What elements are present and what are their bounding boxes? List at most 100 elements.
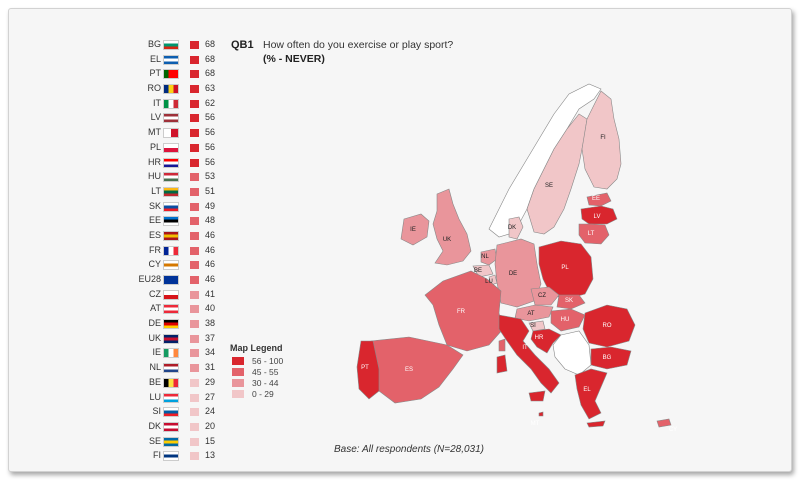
country-code: PT — [149, 68, 161, 79]
country-uk — [432, 188, 472, 266]
flag-icon-it — [163, 98, 179, 109]
value-swatch — [190, 129, 199, 138]
map-legend: Map Legend 56 - 100 45 - 55 30 - 44 0 - 29 — [230, 343, 330, 400]
country-value-list: BG 68 EL 68 PT 68 RO 63 IT 62 LV 56 MT 56 PL 56 HR 56 HU 53… — [135, 38, 229, 464]
value-swatch — [190, 41, 199, 49]
legend-item: 0 - 29 — [230, 389, 330, 400]
country-code: EU28 — [138, 274, 161, 284]
country-code: LU — [149, 391, 161, 402]
country-row-de: DE 38 — [135, 317, 229, 332]
country-code: DE — [148, 318, 161, 329]
country-value: 62 — [205, 97, 216, 108]
country-el — [574, 368, 608, 420]
country-si — [528, 320, 546, 332]
country-value: 29 — [205, 376, 216, 387]
country-value: 24 — [205, 406, 216, 417]
map-label-be: BE — [474, 268, 482, 274]
country-code: PL — [149, 141, 161, 152]
map-label-es: ES — [405, 367, 413, 373]
country-ie — [400, 213, 430, 246]
country-lv — [580, 205, 618, 225]
country-ro — [582, 304, 636, 348]
country-code: EE — [148, 215, 161, 226]
country-row-nl: NL 31 — [135, 361, 229, 376]
country-pt — [356, 340, 380, 400]
country-code: LT — [151, 185, 161, 196]
country-dk — [508, 216, 524, 240]
flag-icon-sk — [163, 201, 179, 212]
value-swatch — [190, 276, 199, 284]
country-cz — [530, 286, 560, 306]
country-value: 56 — [205, 141, 216, 152]
country-row-fr: FR 46 — [135, 244, 229, 259]
country-code: EL — [149, 53, 161, 64]
country-mt — [538, 411, 544, 417]
sardinia-shape — [496, 354, 508, 374]
country-value: 13 — [205, 450, 216, 461]
flag-icon-fi — [163, 451, 179, 462]
value-swatch — [190, 114, 199, 123]
map-label-ee: EE — [592, 196, 600, 202]
legend-item: 56 - 100 — [230, 356, 330, 367]
country-value: 15 — [205, 435, 216, 446]
country-row-pl: PL 56 — [135, 141, 229, 156]
flag-icon-pt — [163, 69, 179, 80]
legend-item: 30 - 44 — [230, 378, 330, 389]
country-row-sk: SK 49 — [135, 200, 229, 215]
country-code: IT — [153, 97, 161, 108]
value-swatch — [190, 261, 199, 270]
flag-icon-el — [163, 54, 179, 65]
country-value: 37 — [205, 332, 216, 343]
map-label-ro: RO — [603, 323, 612, 329]
country-row-cy: CY 46 — [135, 258, 229, 273]
country-es — [370, 336, 464, 404]
country-value: 31 — [205, 362, 216, 373]
map-label-at: AT — [527, 311, 535, 317]
country-row-ro: RO 63 — [135, 82, 229, 97]
country-pl — [538, 240, 594, 300]
flag-icon-de — [163, 319, 179, 330]
country-row-fi: FI 13 — [135, 449, 229, 464]
country-code: CY — [148, 259, 161, 270]
country-value: 53 — [205, 171, 216, 182]
value-swatch — [190, 231, 199, 240]
map-label-si: SI — [530, 323, 536, 329]
legend-item: 45 - 55 — [230, 367, 330, 378]
country-code: CZ — [149, 288, 161, 299]
country-row-it: IT 62 — [135, 97, 229, 112]
flag-icon-nl — [163, 363, 179, 374]
country-value: 68 — [205, 68, 216, 79]
value-swatch — [190, 408, 199, 417]
value-swatch — [190, 334, 199, 343]
country-row-mt: MT 56 — [135, 126, 229, 141]
map-label-lt: LT — [588, 231, 595, 237]
legend-label: 45 - 55 — [252, 367, 279, 377]
flag-icon-cz — [163, 289, 179, 300]
country-code: BG — [147, 39, 161, 49]
map-label-fr: FR — [457, 309, 466, 315]
country-value: 49 — [205, 200, 216, 211]
value-swatch — [190, 364, 199, 373]
country-lt — [578, 223, 610, 245]
flag-icon-lu — [163, 392, 179, 403]
map-label-de: DE — [509, 271, 517, 277]
flag-icon-mt — [163, 128, 179, 139]
corsica-shape — [498, 338, 506, 352]
map-label-lv: LV — [594, 214, 601, 220]
country-row-pt: PT 68 — [135, 67, 229, 82]
country-value: 63 — [205, 83, 216, 94]
map-label-it: IT — [522, 345, 528, 351]
country-code: SE — [148, 435, 161, 446]
flag-icon-be — [163, 377, 179, 388]
map-labels: BG EL PT RO IT LV MT PL HR HU LT SK EE ES FR CY CZ AT DE UK… — [361, 135, 677, 433]
country-be — [472, 264, 494, 278]
map-label-dk: DK — [508, 225, 516, 231]
country-code: LV — [150, 112, 161, 123]
country-row-lt: LT 51 — [135, 185, 229, 200]
country-cy — [656, 418, 672, 428]
country-row-be: BE 29 — [135, 376, 229, 391]
country-value: 34 — [205, 347, 216, 358]
country-value: 56 — [205, 112, 216, 123]
flag-icon-ee — [163, 216, 179, 227]
country-row-ee: EE 48 — [135, 214, 229, 229]
